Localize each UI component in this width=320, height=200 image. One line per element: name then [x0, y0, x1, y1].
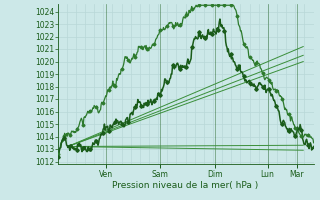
X-axis label: Pression niveau de la mer( hPa ): Pression niveau de la mer( hPa ): [112, 181, 259, 190]
